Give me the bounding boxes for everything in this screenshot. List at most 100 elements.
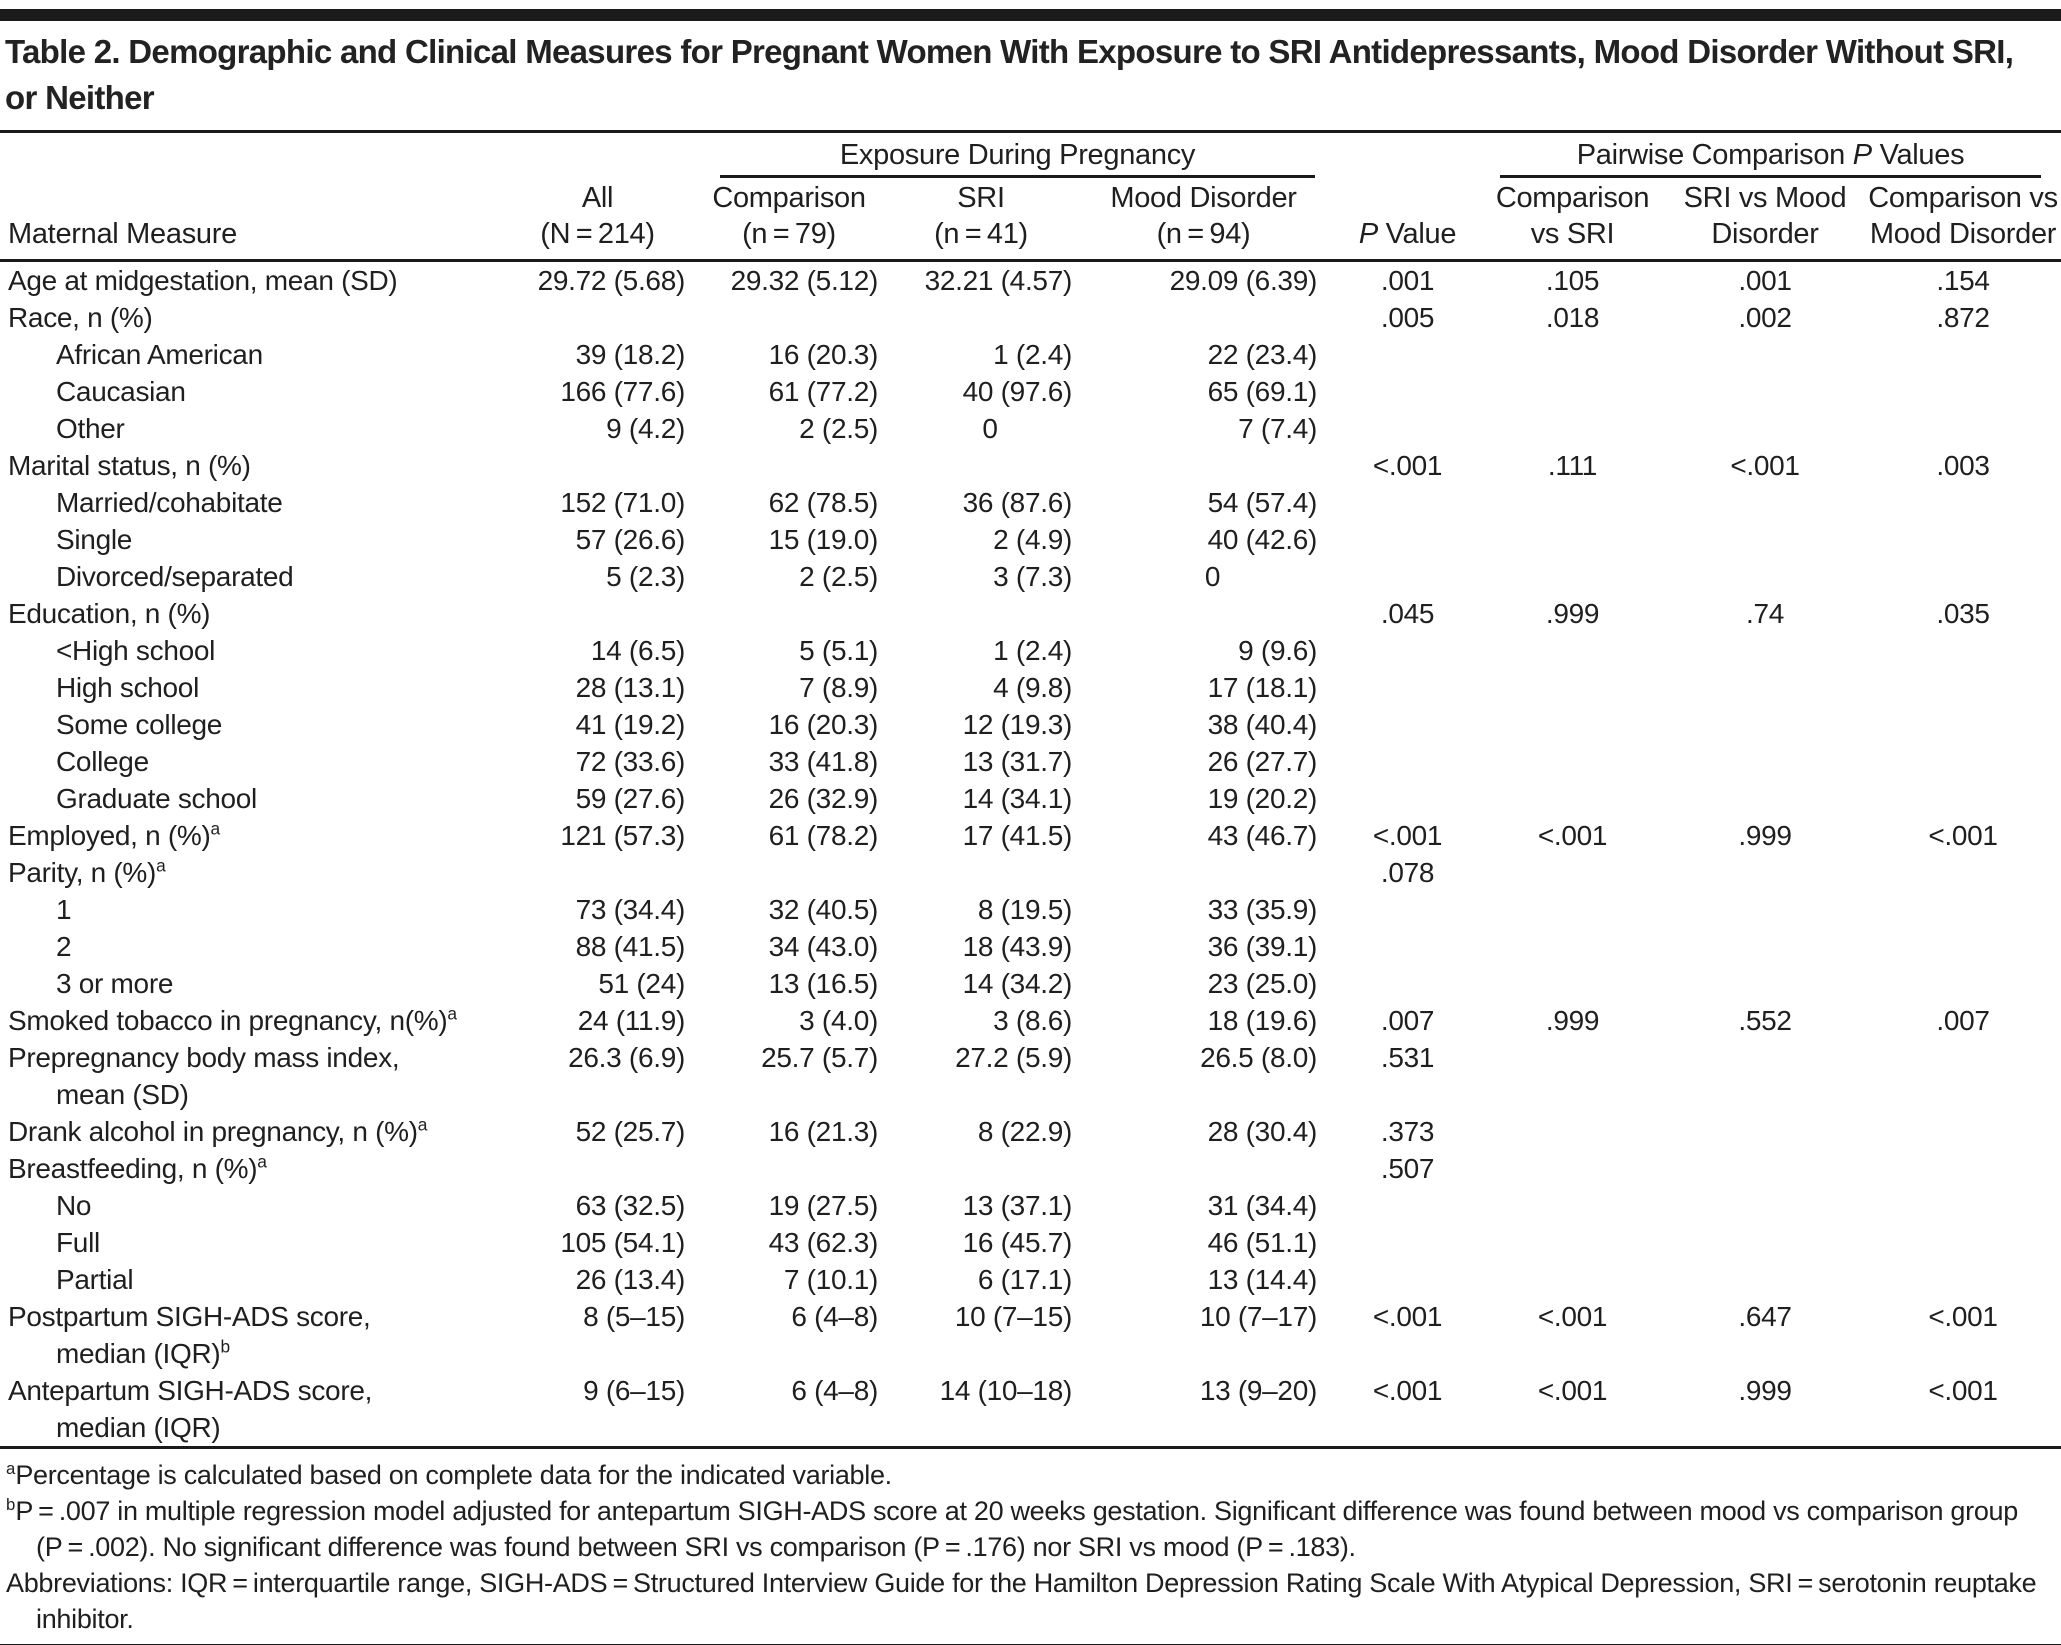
cell-mood-disorder: 54 (57.4) <box>1207 487 1318 518</box>
cell-comparison-vs-sri <box>1480 743 1665 780</box>
cell-comparison <box>700 1150 890 1187</box>
top-rule-bar <box>0 9 2061 21</box>
cell-sri: 1 (2.4) <box>993 339 1072 370</box>
table-row: Race, n (%) .005 .018 .002 .872 <box>0 299 2061 336</box>
cell-sri: 3 (8.6) <box>993 1005 1072 1036</box>
cell-comparison: 16 (21.3) <box>768 1116 879 1147</box>
cell-sri-vs-mood-disorder <box>1665 336 1865 373</box>
cell-sri: 27.2 (5.9) <box>955 1042 1072 1073</box>
cell-sri-vs-mood-disorder: <.001 <box>1730 450 1800 481</box>
cell-comparison-vs-mood-disorder: .007 <box>1936 1005 1990 1036</box>
cell-sri-vs-mood-disorder <box>1665 1150 1865 1187</box>
cell-all: 121 (57.3) <box>560 820 685 851</box>
cell-sri: 13 (37.1) <box>962 1190 1073 1221</box>
cell-comparison-vs-mood-disorder <box>1865 669 2061 706</box>
row-label: Drank alcohol in pregnancy, n (%)a <box>8 1114 428 1147</box>
cell-all: 24 (11.9) <box>577 1005 686 1036</box>
cell-comparison-vs-sri <box>1480 1150 1665 1187</box>
cell-all: 41 (19.2) <box>575 709 686 740</box>
cell-comparison-vs-sri <box>1480 1039 1665 1113</box>
cell-sri-vs-mood-disorder <box>1665 632 1865 669</box>
cell-sri <box>890 1150 1090 1187</box>
cell-sri-vs-mood-disorder: .002 <box>1738 302 1792 333</box>
cell-mood-disorder: 19 (20.2) <box>1207 783 1318 814</box>
col-header-all: All (N = 214) <box>510 178 700 262</box>
cell-sri-vs-mood-disorder <box>1665 928 1865 965</box>
cell-comparison-vs-sri: <.001 <box>1537 1375 1608 1406</box>
cell-comparison-vs-mood-disorder <box>1865 706 2061 743</box>
cell-sri-vs-mood-disorder: .001 <box>1738 265 1792 296</box>
cell-p-value: .001 <box>1380 265 1435 296</box>
table-row: Marital status, n (%) <.001 .111 <.001 .003 <box>0 447 2061 484</box>
cell-sri: 3 (7.3) <box>993 561 1072 592</box>
table-row: No 63 (32.5) 19 (27.5) 13 (37.1) 31 (34.4) <box>0 1187 2061 1224</box>
footnote-marker: b <box>220 1336 231 1357</box>
cell-comparison-vs-sri <box>1480 706 1665 743</box>
row-label: College <box>56 746 149 777</box>
cell-mood-disorder: 36 (39.1) <box>1207 931 1318 962</box>
cell-sri: 8 (19.5) <box>977 894 1072 925</box>
row-label: Other <box>56 413 125 444</box>
table-body: Age at midgestation, mean (SD) 29.72 (5.6… <box>0 261 2061 1448</box>
cell-comparison: 19 (27.5) <box>768 1190 879 1221</box>
footnote-marker: a <box>417 1114 428 1135</box>
cell-sri: 16 (45.7) <box>962 1227 1073 1258</box>
cell-comparison-vs-mood-disorder: .035 <box>1936 598 1990 629</box>
row-label: Some college <box>56 709 223 740</box>
cell-sri: 6 (17.1) <box>977 1264 1072 1295</box>
cell-sri: 14 (10–18) <box>939 1375 1073 1406</box>
footnotes: aPercentage is calculated based on compl… <box>0 1449 2061 1637</box>
cell-comparison: 16 (20.3) <box>768 709 879 740</box>
cell-comparison: 7 (10.1) <box>783 1264 878 1295</box>
cell-sri <box>890 299 1090 336</box>
cell-all <box>510 299 700 336</box>
cell-p-value: <.001 <box>1372 1375 1443 1406</box>
cell-mood-disorder: 28 (30.4) <box>1207 1116 1318 1147</box>
cell-mood-disorder: 43 (46.7) <box>1207 820 1318 851</box>
table-row: Age at midgestation, mean (SD) 29.72 (5.6… <box>0 261 2061 300</box>
cell-sri: 40 (97.6) <box>962 376 1073 407</box>
row-label: Race, n (%) <box>8 302 153 333</box>
cell-sri-vs-mood-disorder: .74 <box>1745 598 1785 629</box>
cell-comparison-vs-sri <box>1480 373 1665 410</box>
cell-comparison-vs-sri <box>1480 1224 1665 1261</box>
cell-comparison <box>700 854 890 891</box>
cell-comparison-vs-sri <box>1480 1261 1665 1298</box>
cell-all: 152 (71.0) <box>560 487 685 518</box>
cell-sri <box>890 854 1090 891</box>
cell-sri: 0 <box>982 413 998 444</box>
cell-mood-disorder: 46 (51.1) <box>1207 1227 1318 1258</box>
cell-p-value: .045 <box>1380 598 1435 629</box>
cell-all: 5 (2.3) <box>606 561 685 592</box>
cell-comparison: 29.32 (5.12) <box>730 265 879 296</box>
cell-p-value: .373 <box>1380 1116 1435 1147</box>
spanner-pairwise-label: Pairwise Comparison P Values <box>1500 133 2042 178</box>
spanner-row: Exposure During Pregnancy Pairwise Compa… <box>0 132 2061 178</box>
cell-all: 105 (54.1) <box>560 1227 685 1258</box>
cell-mood-disorder <box>1090 854 1335 891</box>
table-row: 1 73 (34.4) 32 (40.5) 8 (19.5) 33 (35.9) <box>0 891 2061 928</box>
cell-comparison-vs-mood-disorder <box>1865 373 2061 410</box>
cell-comparison-vs-mood-disorder <box>1865 1113 2061 1150</box>
table-row: Breastfeeding, n (%)a .507 <box>0 1150 2061 1187</box>
cell-comparison-vs-mood-disorder: <.001 <box>1928 820 1998 851</box>
cell-comparison-vs-mood-disorder <box>1865 1261 2061 1298</box>
cell-comparison-vs-sri: .111 <box>1547 450 1598 481</box>
cell-comparison-vs-sri: .018 <box>1545 302 1600 333</box>
cell-mood-disorder <box>1090 1150 1335 1187</box>
column-header-row: Maternal Measure All (N = 214) Comparison… <box>0 178 2061 262</box>
cell-mood-disorder: 0 <box>1204 561 1221 592</box>
cell-p-value: <.001 <box>1372 450 1443 481</box>
row-label: Prepregnancy body mass index, mean (SD) <box>0 1039 510 1113</box>
cell-p-value: .507 <box>1380 1153 1435 1184</box>
cell-comparison-vs-mood-disorder <box>1865 854 2061 891</box>
table-row: 2 88 (41.5) 34 (43.0) 18 (43.9) 36 (39.1) <box>0 928 2061 965</box>
cell-all <box>510 595 700 632</box>
cell-all: 39 (18.2) <box>575 339 686 370</box>
table-row: Married/cohabitate 152 (71.0) 62 (78.5) 36 … <box>0 484 2061 521</box>
row-label: Postpartum SIGH-ADS score, median (IQR)b <box>0 1298 510 1372</box>
row-label: No <box>56 1190 92 1221</box>
cell-sri-vs-mood-disorder <box>1665 484 1865 521</box>
cell-comparison-vs-mood-disorder <box>1865 521 2061 558</box>
